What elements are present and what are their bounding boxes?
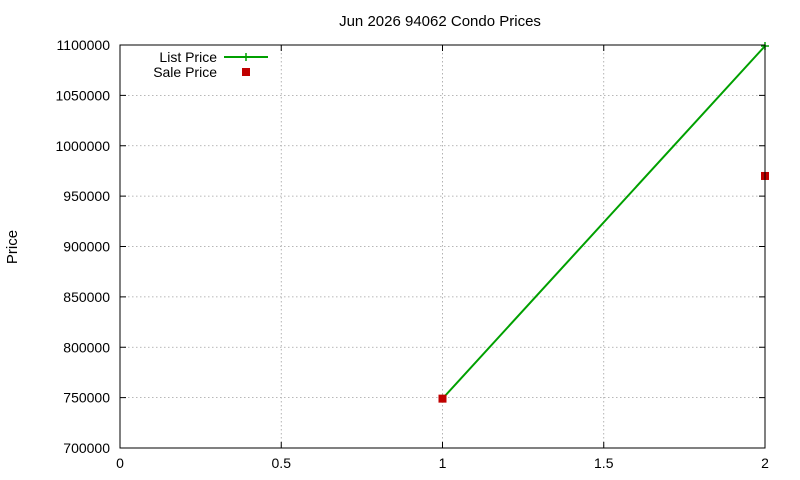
plot-frame bbox=[119, 44, 766, 449]
legend-plus-swatch bbox=[242, 53, 250, 61]
y-tick-label: 750000 bbox=[63, 390, 110, 406]
legend-label: List Price bbox=[159, 49, 217, 65]
gridlines bbox=[120, 45, 765, 448]
y-tick-label: 900000 bbox=[63, 239, 110, 255]
sale-price-point bbox=[438, 394, 447, 403]
y-axis-title: Price bbox=[4, 230, 21, 264]
y-tick-label: 850000 bbox=[63, 289, 110, 305]
x-tick-label: 0.5 bbox=[272, 455, 292, 471]
y-tick-label: 1100000 bbox=[57, 37, 111, 53]
x-tick-label: 1 bbox=[439, 455, 447, 471]
x-tick-label: 0 bbox=[116, 455, 124, 471]
y-tick-label: 700000 bbox=[63, 440, 110, 456]
axis-ticks: 0 0.5 1 1.5 2 700000 750000 800000 850000 900000 9… bbox=[55, 37, 769, 471]
legend-label: Sale Price bbox=[153, 64, 217, 80]
y-tick-label: 1050000 bbox=[55, 87, 110, 103]
y-tick-label: 950000 bbox=[63, 188, 110, 204]
x-tick-label: 1.5 bbox=[594, 455, 614, 471]
y-tick-label: 800000 bbox=[63, 339, 110, 355]
chart-title: Jun 2026 94062 Condo Prices bbox=[339, 13, 541, 30]
legend-square-swatch bbox=[242, 68, 250, 76]
y-tick-label: 1000000 bbox=[55, 138, 110, 154]
list-price-line bbox=[441, 45, 766, 400]
x-tick-label: 2 bbox=[761, 455, 769, 471]
series-layer bbox=[438, 42, 769, 403]
